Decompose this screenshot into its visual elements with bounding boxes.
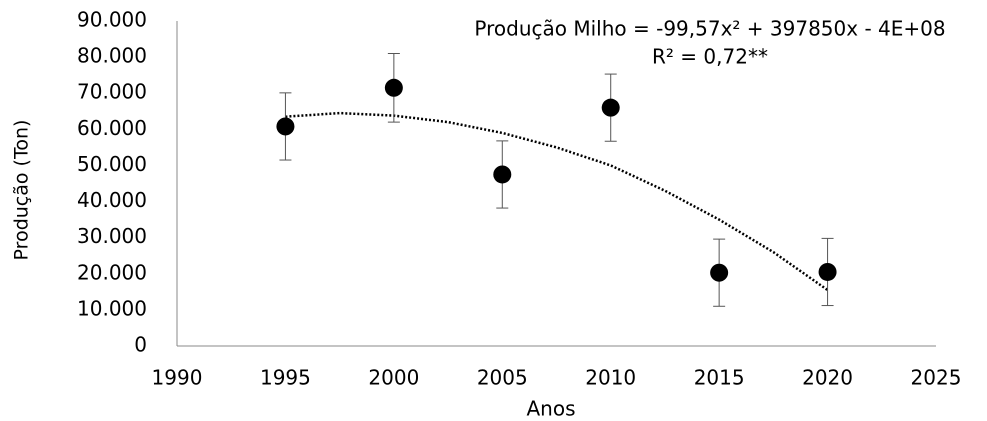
y-tick-label: 40.000 [77,188,147,212]
x-tick-label: 2025 [911,366,962,390]
y-tick-label: 80.000 [77,44,147,68]
y-tick-label: 70.000 [77,80,147,104]
data-point [276,117,295,136]
x-axis-label: Anos [526,397,575,421]
data-point [384,78,403,97]
y-tick-label: 60.000 [77,116,147,140]
y-tick-label: 50.000 [77,152,147,176]
data-point [493,165,512,184]
y-tick-label: 30.000 [77,224,147,248]
y-axis-label: Produção (Ton) [11,120,33,261]
y-tick-label: 0 [134,333,147,357]
x-tick-label: 2020 [802,366,853,390]
x-tick-label: 2010 [585,366,636,390]
x-tick-label: 1995 [260,366,311,390]
x-tick-label: 1990 [152,366,203,390]
equation: Produção Milho = -99,57x² + 397850x - 4E… [474,17,945,41]
y-tick-label: 90.000 [77,8,147,32]
r-squared: R² = 0,72** [652,45,768,69]
y-tick-label: 20.000 [77,260,147,284]
x-tick-label: 2015 [694,366,745,390]
data-point [710,263,729,282]
data-point [601,98,620,117]
data-point [818,262,837,281]
x-tick-label: 2005 [477,366,528,390]
x-tick-label: 2000 [368,366,419,390]
y-tick-label: 10.000 [77,296,147,320]
trendline [285,111,829,292]
